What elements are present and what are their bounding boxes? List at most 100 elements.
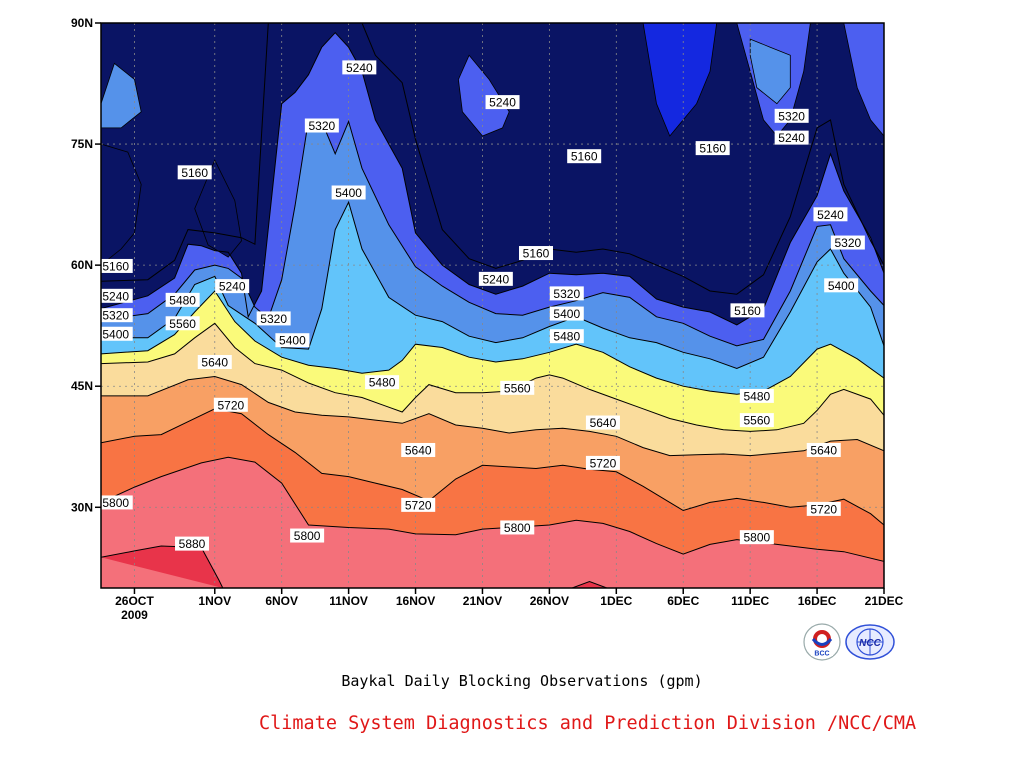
y-tick-label: 75N — [71, 137, 93, 151]
contour-label: 5800 — [290, 528, 325, 543]
contour-label-bg — [98, 288, 133, 303]
contour-label-bg — [813, 207, 848, 222]
contour-label-bg — [478, 271, 513, 286]
x-tick-label: 21DEC — [865, 594, 904, 608]
contour-line-5160 — [361, 23, 884, 295]
contour-label: 5160 — [695, 141, 730, 156]
contour-label: 5560 — [500, 380, 535, 395]
contour-label-text: 5720 — [590, 456, 617, 470]
fill-island-6 — [843, 23, 884, 137]
contour-label: 5400 — [824, 278, 859, 293]
contour-label-bg — [165, 316, 200, 331]
contour-label-bg — [500, 380, 535, 395]
contour-label-bg — [485, 95, 520, 110]
contour-label-bg — [585, 455, 620, 470]
contour-label-text: 5240 — [817, 208, 844, 222]
contour-label: 5560 — [739, 413, 774, 428]
contour-label-text: 5160 — [523, 247, 550, 261]
fill-island-0 — [101, 143, 142, 266]
contour-label-bg — [739, 413, 774, 428]
contour-label-text: 5240 — [219, 280, 246, 294]
contour-label-text: 5720 — [810, 502, 837, 516]
contour-label-text: 5800 — [294, 529, 321, 543]
fill-above-5800 — [101, 457, 884, 588]
contour-label-text: 5480 — [553, 330, 580, 344]
contour-label: 5480 — [365, 375, 400, 390]
contour-label: 5240 — [478, 271, 513, 286]
contour-label: 5720 — [806, 501, 841, 516]
contour-label-bg — [549, 329, 584, 344]
x-tick-label: 6NOV — [265, 594, 298, 608]
contour-label: 5720 — [585, 455, 620, 470]
contour-label: 5240 — [813, 207, 848, 222]
contour-label: 5240 — [774, 130, 809, 145]
contour-label: 5320 — [98, 308, 133, 323]
contour-label-text: 5400 — [102, 327, 129, 341]
contour-label: 5240 — [485, 95, 520, 110]
contour-label-bg — [806, 501, 841, 516]
contour-label-bg — [213, 397, 248, 412]
contour-label-text: 5800 — [102, 496, 129, 510]
contour-label-bg — [331, 185, 366, 200]
contour-label-bg — [401, 442, 436, 457]
contour-label-bg — [98, 308, 133, 323]
contour-label-text: 5800 — [504, 521, 531, 535]
contour-label-text: 5160 — [734, 304, 761, 318]
contour-label-text: 5720 — [217, 398, 244, 412]
y-tick-label: 30N — [71, 500, 93, 514]
contour-label-text: 5240 — [482, 272, 509, 286]
x-tick-label: 11NOV — [329, 594, 368, 608]
contour-line-5320 — [101, 119, 884, 347]
contour-label-text: 5560 — [504, 381, 531, 395]
contour-label-text: 5880 — [179, 537, 206, 551]
x-tick-label: 6DEC — [667, 594, 699, 608]
contour-label-bg — [730, 303, 765, 318]
x-tick-label: 21NOV — [463, 594, 502, 608]
contour-label-bg — [401, 497, 436, 512]
credit-line: Climate System Diagnostics and Predictio… — [259, 713, 917, 734]
contour-label-text: 5400 — [553, 307, 580, 321]
contour-label: 5640 — [806, 442, 841, 457]
contour-label-text: 5240 — [489, 96, 516, 110]
contour-label-bg — [165, 292, 200, 307]
bcc-logo: BCC — [803, 623, 841, 661]
chart-title: Baykal Daily Blocking Observations (gpm) — [341, 672, 703, 690]
contour-label: 5640 — [401, 442, 436, 457]
fill-island-1 — [194, 159, 242, 258]
contour-label-text: 5160 — [571, 150, 598, 164]
contour-line-5880 — [571, 580, 608, 588]
contour-label-bg — [175, 536, 210, 551]
contour-label-text: 5640 — [405, 443, 432, 457]
contour-label: 5240 — [342, 60, 377, 75]
contour-label-text: 5400 — [335, 186, 362, 200]
contour-label-text: 5560 — [169, 317, 196, 331]
contour-label-bg — [290, 528, 325, 543]
contour-label-bg — [177, 165, 212, 180]
contour-label: 5480 — [165, 292, 200, 307]
y-tick-label: 90N — [71, 16, 93, 30]
contour-label: 5800 — [739, 530, 774, 545]
contour-label-bg — [304, 118, 339, 133]
contour-label-text: 5240 — [778, 131, 805, 145]
fill-region-5880 — [101, 546, 223, 588]
contour-label-text: 5800 — [743, 531, 770, 545]
contour-label: 5320 — [256, 311, 291, 326]
fill-island-7 — [642, 23, 718, 137]
contour-label: 5160 — [177, 165, 212, 180]
contour-label-bg — [549, 286, 584, 301]
contour-label-bg — [830, 235, 865, 250]
y-tick-label: 60N — [71, 258, 93, 272]
contour-label: 5880 — [175, 536, 210, 551]
contour-label-bg — [567, 149, 602, 164]
contour-label-text: 5640 — [201, 356, 228, 370]
contour-labels: 5240 5240 5320 5320 5240 5160 5160 5160 5400 5240… — [98, 60, 865, 551]
contour-label-bg — [365, 375, 400, 390]
contour-label-text: 5400 — [279, 334, 306, 348]
contour-label-bg — [256, 311, 291, 326]
contour-label-text: 5320 — [260, 312, 287, 326]
contour-label-text: 5640 — [810, 443, 837, 457]
plot-frame — [100, 22, 885, 589]
contour-label-text: 5320 — [308, 119, 335, 133]
contour-label-text: 5640 — [590, 416, 617, 430]
contour-label: 5240 — [98, 288, 133, 303]
